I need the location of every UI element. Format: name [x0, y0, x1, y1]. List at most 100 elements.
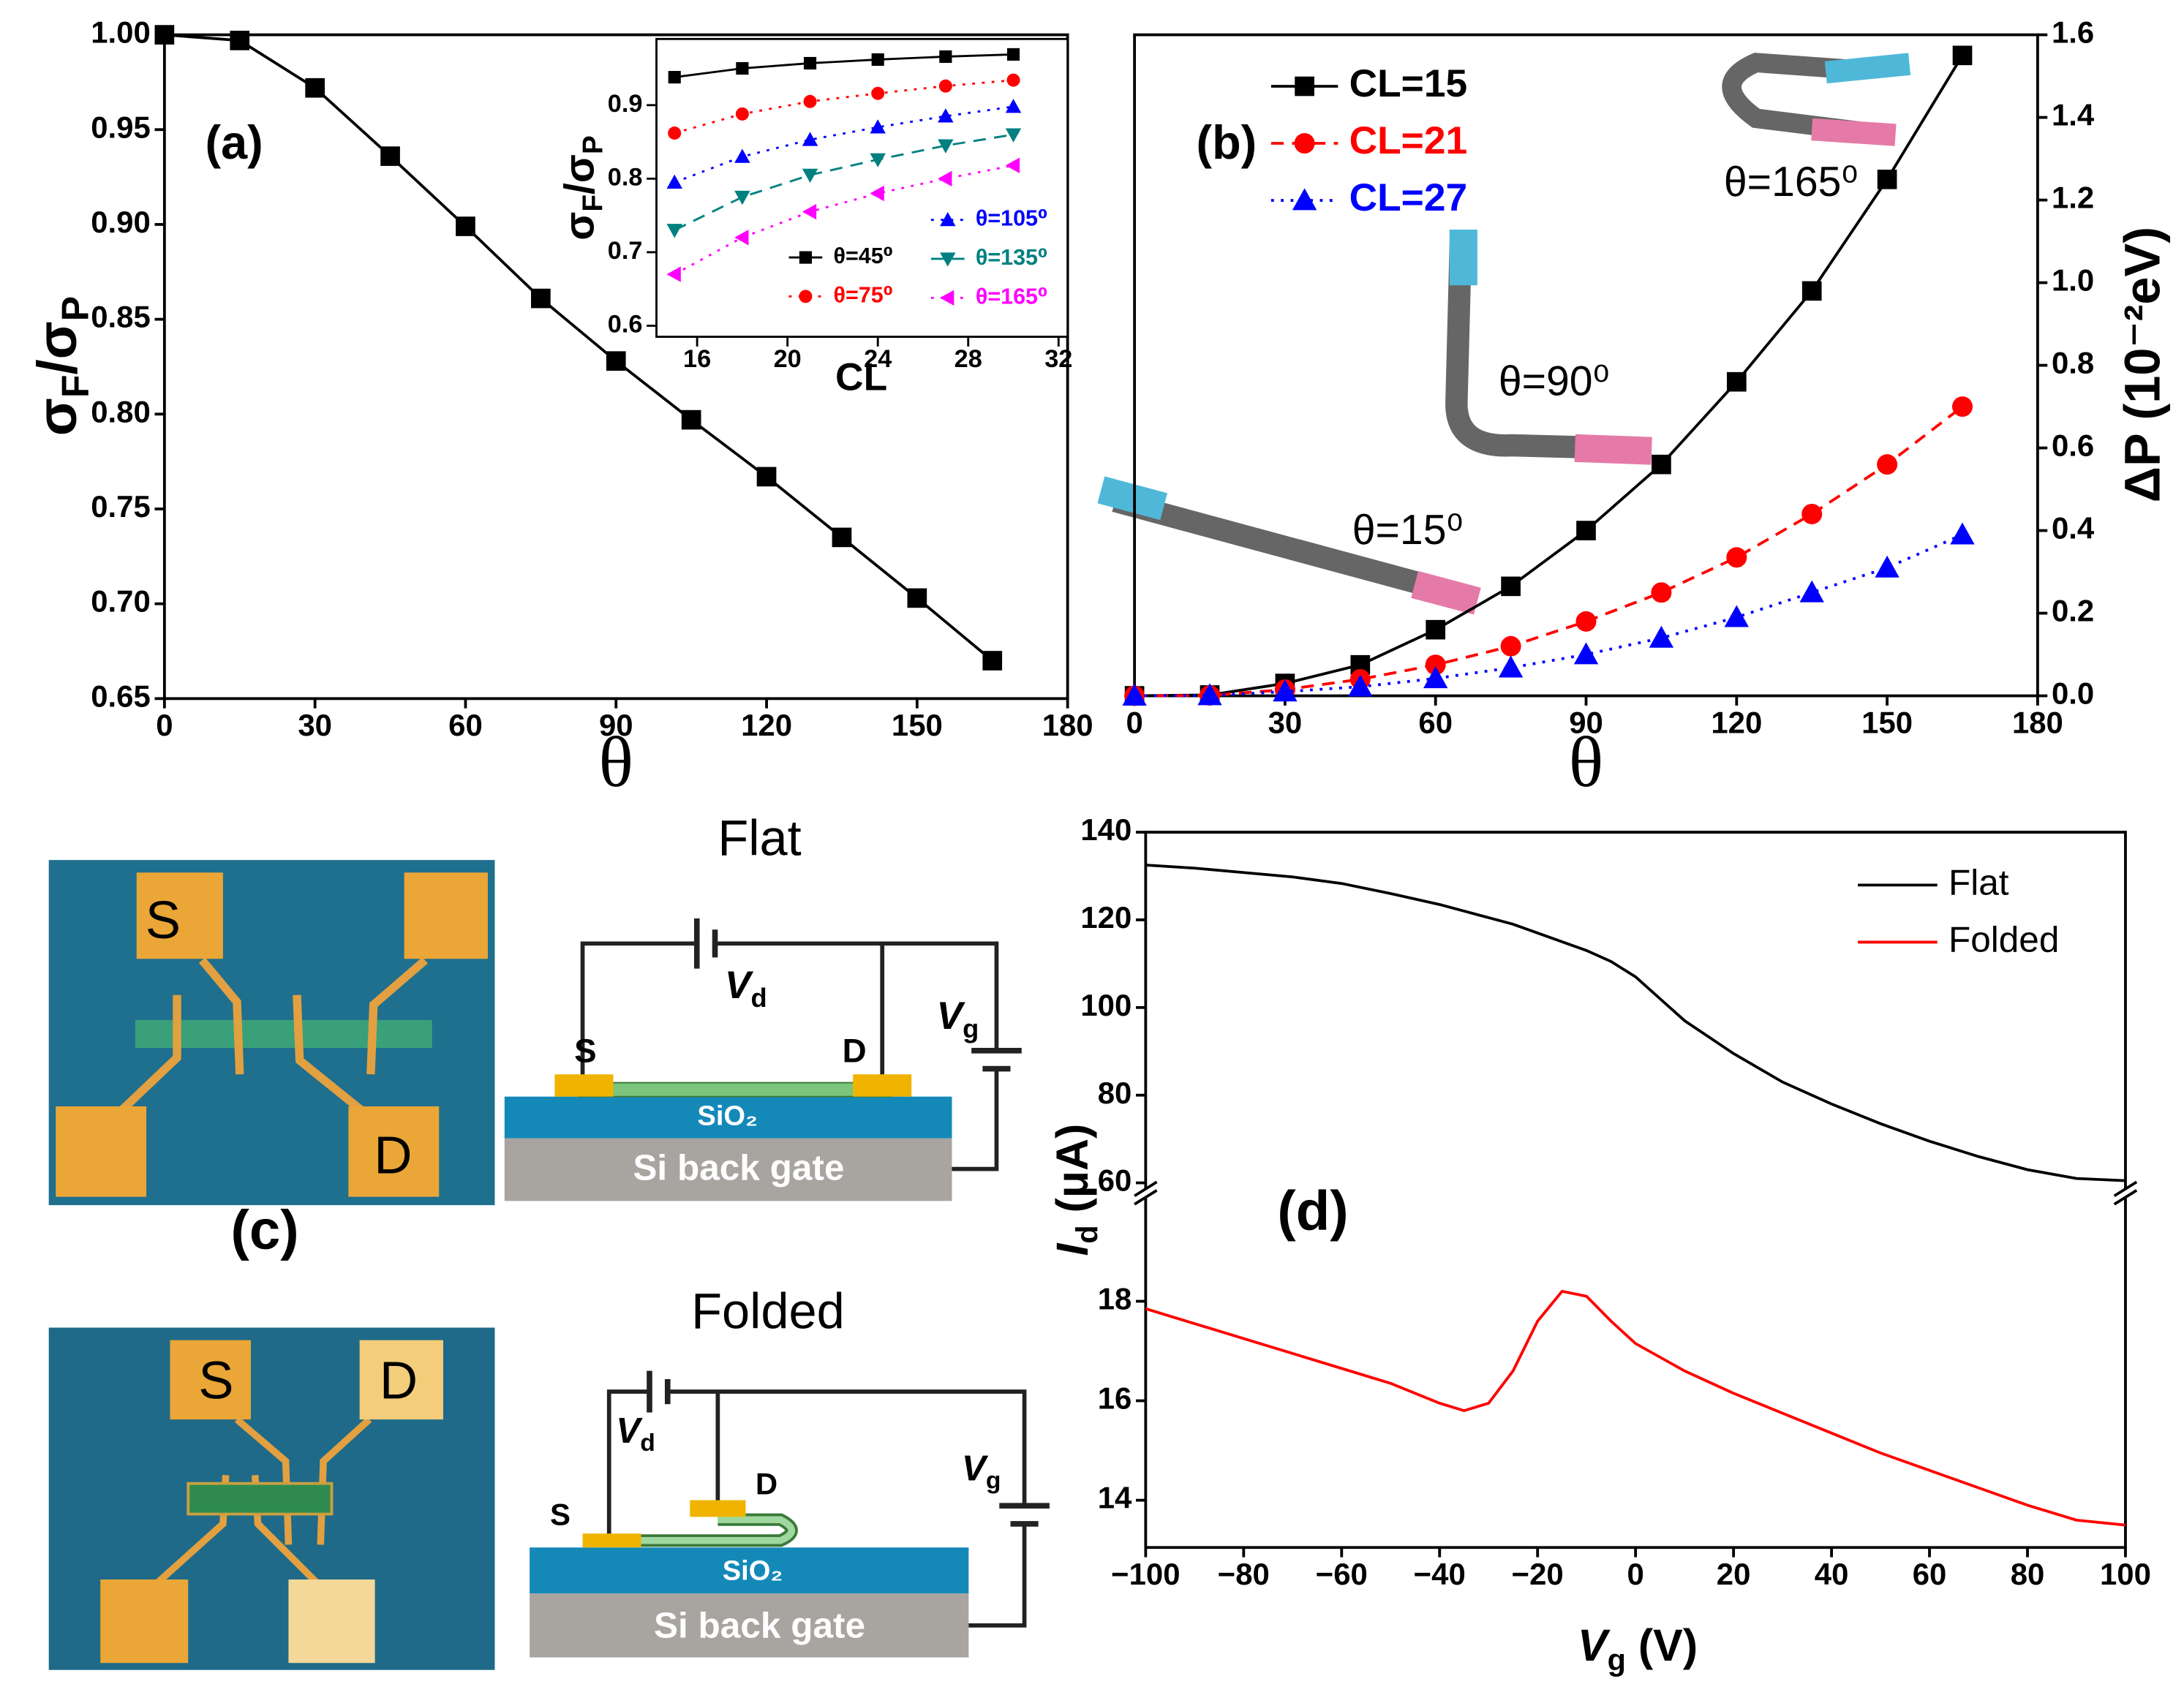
marker: [939, 50, 952, 63]
pad: [288, 1579, 375, 1664]
x-tick-label: 150: [1861, 705, 1913, 739]
x-tick-label: 90: [599, 708, 633, 742]
marker: [907, 588, 927, 608]
lead: [116, 994, 181, 1117]
legend-label: CL=15: [1349, 62, 1468, 105]
marker: [870, 185, 884, 202]
contact: [582, 1533, 641, 1548]
marker: [1273, 679, 1298, 702]
subscript: d: [1069, 1225, 1104, 1243]
marker: [832, 527, 852, 548]
marker: [803, 94, 817, 108]
inset-bg: [656, 39, 1068, 337]
x-axis-label: CL: [835, 356, 887, 399]
pad: [359, 1340, 443, 1420]
gate-label: Si back gate: [633, 1148, 844, 1188]
oxide: [504, 1096, 952, 1139]
ribbon: [1722, 53, 1869, 143]
text-piece: /σ: [26, 321, 89, 374]
y-axis-label: σF/σP: [557, 135, 609, 241]
x-tick-label: 90: [1569, 705, 1603, 739]
marker: [982, 651, 1003, 671]
marker: [1005, 99, 1022, 113]
marker: [1801, 281, 1822, 301]
y-tick-label: 0.7: [608, 237, 643, 265]
x-axis-label: θ: [599, 722, 633, 802]
y-tick-label: 0.0: [2052, 676, 2094, 711]
marker: [305, 78, 325, 98]
y-tick-label: 120: [1080, 900, 1131, 935]
y-tick-label: 0.90: [91, 205, 151, 239]
x-tick-label: 0: [156, 708, 173, 742]
marker: [1950, 522, 1975, 545]
y-tick-label: 14: [1098, 1481, 1132, 1515]
panel-label: (c): [230, 1199, 298, 1261]
marker: [531, 288, 551, 309]
subscript: g: [986, 1467, 1001, 1494]
terminal: S: [550, 1497, 571, 1531]
text-piece: (V): [1626, 1620, 1698, 1670]
marker: [1292, 188, 1317, 211]
marker: [666, 224, 682, 238]
marker: [802, 132, 818, 146]
y-tick-label: 80: [1098, 1076, 1132, 1110]
text-piece: (μA): [1047, 1124, 1097, 1226]
annotation: (b): [1197, 116, 1257, 169]
y-tick-label: 0.75: [91, 489, 151, 524]
oxide-label: SiO₂: [697, 1101, 758, 1131]
axis-break: [1134, 1180, 1158, 1206]
legend-label: θ=105⁰: [976, 206, 1047, 231]
axis-break: [2113, 1180, 2138, 1206]
marker: [1006, 48, 1020, 61]
legend-label: Folded: [1948, 920, 2059, 960]
legend-label: θ=45⁰: [834, 244, 894, 268]
marker: [668, 71, 681, 84]
pad: [348, 1106, 440, 1197]
series-line: [1145, 1289, 2126, 1527]
marker: [1348, 674, 1373, 697]
marker: [1501, 576, 1521, 597]
x-tick-label: 30: [1268, 705, 1303, 739]
text-piece: V: [1578, 1620, 1611, 1670]
gate: [530, 1593, 969, 1658]
y-tick-label: 1.00: [91, 15, 151, 50]
subscript: P: [578, 135, 609, 154]
marker: [870, 153, 886, 167]
series-line: [674, 79, 1014, 135]
x-tick-label: −20: [1512, 1557, 1564, 1591]
marker: [802, 168, 818, 184]
text-piece: V: [937, 994, 966, 1038]
series-line: [1134, 405, 1964, 698]
text-piece: /σ: [557, 154, 603, 195]
marker: [940, 211, 956, 227]
x-tick-label: −40: [1414, 1557, 1466, 1591]
photo-flat: S D: [48, 860, 495, 1206]
x-tick-label: 40: [1815, 1557, 1849, 1591]
series-line: [1134, 533, 1963, 698]
terminal: S: [574, 1033, 597, 1070]
battery: [693, 918, 718, 969]
lead: [198, 957, 244, 1075]
x-tick-label: 180: [2012, 705, 2063, 739]
marker: [154, 25, 175, 45]
pad: [136, 872, 223, 959]
marker: [1724, 605, 1749, 627]
ribbon-end: [1811, 118, 1897, 146]
y-tick-label: 60: [1098, 1163, 1132, 1198]
marker: [681, 409, 701, 430]
ribbon-end: [1824, 53, 1911, 84]
marker: [1423, 666, 1448, 689]
y-axis-label: σF/σP: [26, 296, 96, 436]
lead: [317, 1416, 372, 1545]
y-tick-label: 0.6: [608, 311, 643, 339]
schematic-title: Flat: [718, 810, 801, 867]
marker: [938, 139, 954, 154]
pad: [100, 1579, 189, 1664]
oxide: [530, 1547, 969, 1594]
x-tick-label: 60: [1913, 1557, 1947, 1591]
y-tick-label: 18: [1098, 1282, 1132, 1316]
subscript: d: [750, 983, 767, 1013]
y-tick-label: 1.4: [2052, 98, 2095, 132]
ribbon-end: [1574, 434, 1652, 465]
marker: [803, 56, 817, 70]
